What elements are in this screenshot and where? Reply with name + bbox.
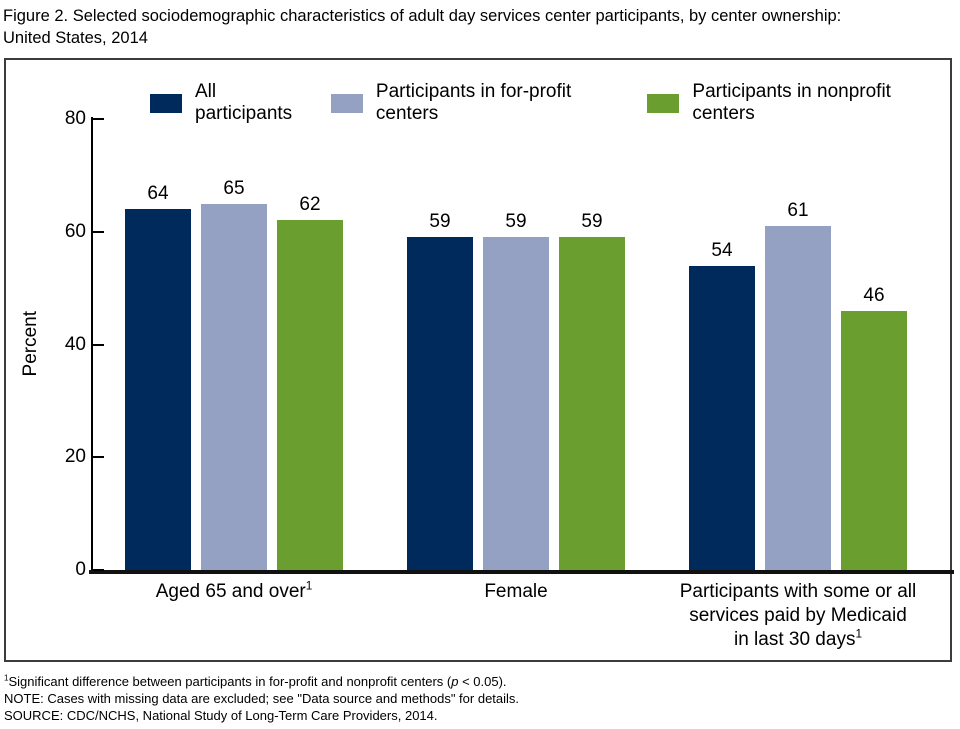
bar [407, 237, 473, 570]
bar [765, 226, 831, 570]
y-tick-mark [93, 569, 104, 571]
chart-panel: All participants Participants in for-prof… [4, 58, 954, 662]
bar [125, 209, 191, 570]
x-category-sup: 1 [305, 579, 313, 593]
bar [841, 310, 907, 570]
bar-value-label: 64 [147, 183, 169, 205]
x-category-line: Female [484, 581, 548, 602]
bar [483, 237, 549, 570]
legend-item: Participants in nonprofit centers [647, 81, 950, 125]
legend-item: All participants [150, 81, 314, 125]
x-category-line: Participants with some or all [679, 581, 917, 602]
legend-item: Participants in for-profit centers [330, 81, 630, 125]
footnote-significance: 1Significant difference between particip… [4, 673, 519, 690]
y-tick-label: 20 [64, 446, 86, 468]
bar-value-label: 59 [581, 211, 603, 233]
x-category-sup: 1 [855, 627, 862, 641]
bar [689, 265, 755, 570]
footnote-note: NOTE: Cases with missing data are exclud… [4, 691, 520, 706]
y-tick-mark [93, 230, 104, 233]
y-axis-line [91, 117, 93, 572]
y-tick-label: 0 [75, 559, 86, 580]
footnote-source: SOURCE: CDC/NCHS, National Study of Long… [4, 708, 438, 723]
plot-canvas: 0 20 40 60 80 64 65 62 Aged 65 and over1 59 59 59 Fe… [6, 60, 954, 660]
footnote-significance-pre: Significant difference between participa… [8, 674, 452, 689]
bar-value-label: 59 [429, 211, 451, 233]
y-tick-label: 40 [64, 333, 86, 355]
legend-label: Participants in nonprofit centers [692, 81, 891, 124]
x-category-line: Aged 65 and over [155, 581, 306, 602]
x-category-line: in last 30 days [733, 629, 856, 650]
footnotes: 1Significant difference between particip… [4, 673, 519, 724]
footnote-significance-post: < 0.05). [458, 674, 507, 689]
figure-title-line1: Figure 2. Selected sociodemographic char… [3, 7, 842, 25]
bar [201, 203, 267, 570]
legend-swatch [150, 93, 182, 113]
footnote-significance-italic-p: p [451, 674, 459, 689]
legend-label: Participants in for-profit centers [375, 81, 572, 124]
y-tick-label: 60 [64, 220, 86, 242]
x-axis-line [89, 570, 954, 574]
legend-swatch [330, 93, 363, 113]
y-tick-mark [93, 343, 104, 346]
x-category-label: Female [356, 580, 676, 604]
bar [277, 220, 343, 570]
bar-value-label: 61 [787, 200, 809, 222]
x-category-label: Aged 65 and over1 [74, 580, 394, 604]
bar-value-label: 46 [863, 284, 885, 306]
legend-swatch [647, 93, 680, 113]
y-tick-mark [93, 456, 104, 459]
bar [559, 237, 625, 570]
y-tick-mark [93, 118, 104, 120]
figure-title-line2: United States, 2014 [3, 29, 148, 47]
figure-title: Figure 2. Selected sociodemographic char… [3, 5, 953, 49]
x-category-line: services paid by Medicaid [689, 605, 907, 626]
bar-value-label: 65 [223, 177, 245, 199]
legend: All participants Participants in for-prof… [150, 81, 950, 125]
x-category-label: Participants with some or all services pa… [638, 580, 958, 652]
footnote-significance-sup: 1 [4, 673, 9, 683]
y-tick-label: 80 [64, 108, 86, 129]
bar-value-label: 54 [711, 239, 733, 261]
legend-label: All participants [195, 81, 293, 124]
bar-value-label: 59 [505, 211, 527, 233]
bar-value-label: 62 [299, 194, 321, 216]
